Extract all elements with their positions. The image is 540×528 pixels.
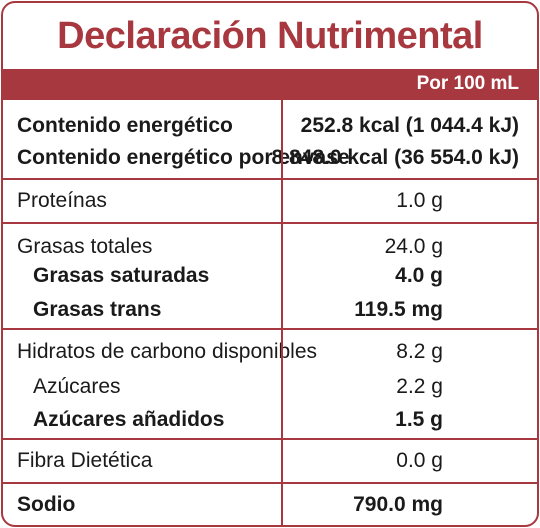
proteins-value: 1.0 g [396,189,443,212]
sodium-row: Sodio 790.0 mg [3,482,537,525]
added-sugars-label: Azúcares añadidos [33,408,225,431]
energy-row: Contenido energético 252.8 kcal (1 044.4… [3,98,537,180]
saturated-fat-label: Grasas saturadas [33,264,210,287]
total-fat-value: 24.0 g [384,235,443,258]
fiber-value: 0.0 g [396,449,443,472]
serving-size-label: Por 100 mL [416,73,519,94]
sugars-label: Azúcares [33,375,121,398]
sodium-value: 790.0 mg [353,493,443,516]
energy-per-package-value: 8 848.0 kcal (36 554.0 kJ) [271,146,519,169]
carbs-row: Hidratos de carbono disponibles 8.2 g Az… [3,328,537,440]
trans-fat-value: 119.5 mg [354,298,443,321]
total-fat-label: Grasas totales [17,235,153,258]
serving-header-band: Por 100 mL [3,69,537,98]
column-divider [281,98,283,525]
proteins-row: Proteínas 1.0 g [3,178,537,224]
energy-per-package-label: Contenido energético por envase [17,146,350,169]
carbs-label: Hidratos de carbono disponibles [17,340,318,363]
sugars-value: 2.2 g [396,375,443,398]
fats-row: Grasas totales 24.0 g Grasas saturadas 4… [3,222,537,330]
carbs-value: 8.2 g [396,340,443,363]
saturated-fat-value: 4.0 g [395,264,443,287]
proteins-label: Proteínas [17,189,107,212]
trans-fat-label: Grasas trans [33,298,162,321]
added-sugars-value: 1.5 g [395,408,443,431]
panel-title: Declaración Nutrimental [57,15,483,57]
energy-label: Contenido energético [17,114,233,137]
fiber-label: Fibra Dietética [17,449,153,472]
sodium-label: Sodio [17,493,76,516]
fiber-row: Fibra Dietética 0.0 g [3,438,537,484]
energy-value: 252.8 kcal (1 044.4 kJ) [300,114,519,137]
